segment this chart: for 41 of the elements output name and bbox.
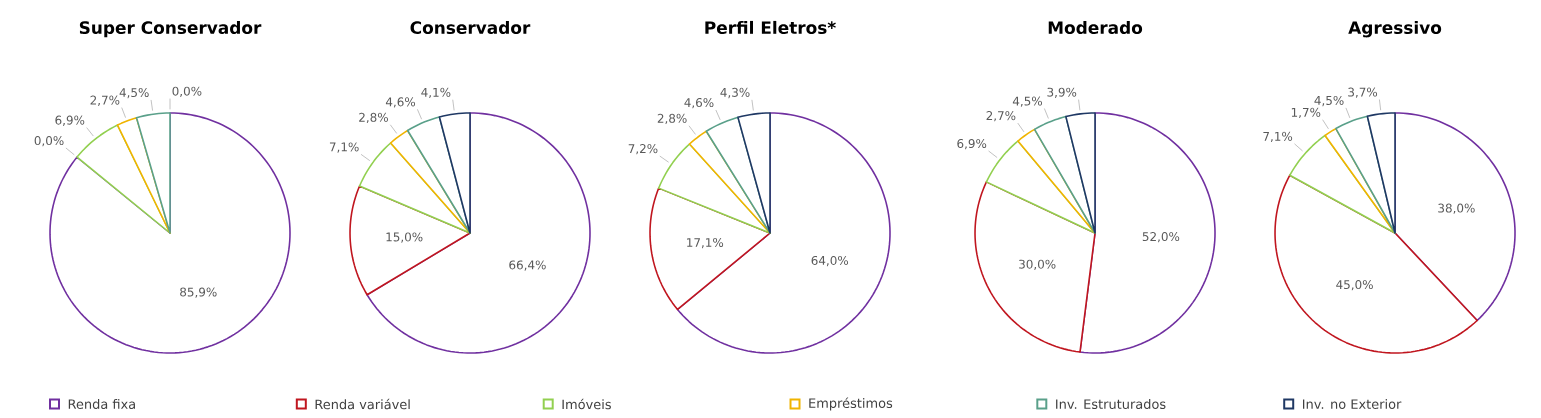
legend-label: Empréstimos [809, 397, 893, 411]
text: 0,0% [172, 86, 202, 97]
data-label: 7,1% [329, 142, 359, 153]
data-label: 4,6% [684, 98, 714, 109]
data-label: 85,9% [180, 287, 217, 298]
data-label: 66,4% [509, 260, 546, 271]
data-label: 4,1% [421, 87, 451, 99]
chart-title: Super Conservador [79, 20, 262, 38]
data-label: 6,9% [55, 115, 85, 126]
chart-title: Perfil Eletros* [705, 20, 836, 35]
data-label: 2,7% [90, 95, 120, 106]
legend-label: Imóveis [562, 398, 611, 410]
data-label: 17,1% [687, 237, 724, 249]
legend-label: Inv. no Exterior [1303, 398, 1402, 410]
data-label: 30,0% [1019, 259, 1056, 270]
data-label: 15,0% [386, 232, 423, 243]
data-label: 4,5% [1314, 95, 1344, 107]
data-label: 6,9% [957, 138, 987, 150]
data-label: 2,7% [986, 111, 1016, 122]
legend-label: Renda fixa [68, 398, 135, 410]
chart-title: Moderado [1048, 20, 1143, 35]
data-label: 4,3% [720, 87, 750, 99]
legend-label: Renda variável [315, 398, 410, 410]
data-label: 1,7% [1291, 107, 1321, 119]
data-label: 38,0% [1438, 203, 1475, 214]
data-label: 2,8% [657, 113, 687, 125]
data-label: 2,8% [359, 112, 388, 124]
data-label: 45,0% [1336, 280, 1373, 291]
data-label: 3,9% [1047, 87, 1077, 98]
data-label: 4,5% [119, 87, 149, 99]
legend-label: Inv. Estruturados [1056, 398, 1166, 410]
data-label: 4,5% [1012, 96, 1043, 107]
data-label: 3,7% [1348, 87, 1378, 98]
data-label: 64,0% [811, 255, 849, 267]
data-label: 7,1% [1263, 131, 1293, 143]
chart-title: Conservador [410, 20, 531, 35]
data-label: 7,2% [628, 144, 658, 155]
chart-title: Agressivo [1348, 20, 1442, 38]
text: 0,0% [34, 136, 64, 147]
data-label: 52,0% [1142, 232, 1180, 243]
data-label: 4,6% [385, 97, 416, 108]
